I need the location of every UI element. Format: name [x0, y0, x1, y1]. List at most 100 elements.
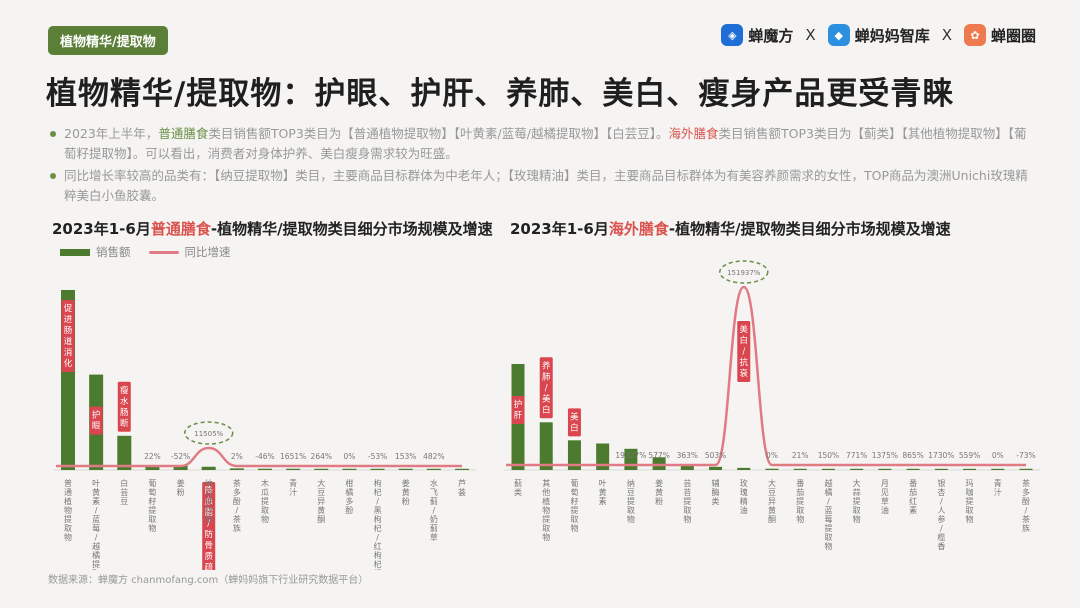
- category-tick-label: 玛咖提取物: [966, 479, 974, 524]
- bar: [539, 422, 553, 470]
- category-tick-label: 葡萄籽提取物: [570, 478, 578, 533]
- bar: [596, 443, 610, 470]
- annotation-label: 瘦水肠断: [120, 385, 129, 429]
- growth-data-label: 264%: [311, 452, 332, 461]
- category-tick-label: 水飞蓟/奶蓟草: [430, 478, 438, 542]
- bar: [652, 457, 666, 470]
- category-tick-label: 芸苔提取物: [683, 478, 691, 524]
- chart-common-diet: 22% -52% 11505% 2% -46% 1651% 264% 0% -53% 153% 48…: [54, 290, 476, 570]
- annotation-box: [61, 300, 75, 372]
- bullet-text: 同比增长率较高的品类有：【纳豆提取物】类目，主要商品目标群体为中老年人；【玫瑰精…: [64, 168, 1028, 203]
- growth-data-label: 151937%: [727, 269, 761, 277]
- annotation-box: [567, 408, 581, 437]
- growth-data-label: 153%: [395, 452, 416, 461]
- bar: [793, 468, 807, 470]
- cicada-cube-logo-icon: ◈: [721, 24, 744, 46]
- bar: [991, 468, 1005, 470]
- growth-data-label: 2%: [231, 452, 243, 461]
- summary-bullets: 2023年上半年，普通膳食类目销售额TOP3类目为【普通植物提取物】【叶黄素/蓝…: [48, 124, 1038, 208]
- category-tick-label: 大豆异黄酮: [768, 478, 776, 524]
- growth-data-label: 22%: [144, 452, 161, 461]
- bar: [117, 435, 132, 470]
- growth-data-label: 0%: [766, 451, 778, 460]
- bar: [934, 468, 948, 470]
- growth-data-label: 482%: [423, 452, 444, 461]
- category-tick-label: 其他植物提取物: [542, 479, 550, 542]
- growth-data-label: 11505%: [194, 430, 223, 438]
- growth-data-label: -73%: [1016, 451, 1035, 460]
- growth-data-label: 1730%: [928, 451, 954, 460]
- category-tick-label: 番茄提取物: [796, 478, 804, 524]
- category-tick-label: 姜黄粉: [655, 478, 663, 506]
- category-tick-label: 叶黄素/蓝莓/越橘提取物: [92, 479, 100, 570]
- annotation-label: 美白/抗衰: [740, 324, 749, 379]
- category-tick-label: 枸杞/黑枸杞/红枸杞提取物: [374, 478, 382, 570]
- chart-overseas-diet: 19327% 577% 363% 503% 151937% 0% 21% 150% 771% 13…: [504, 260, 1040, 551]
- legend-line-swatch: [148, 250, 179, 254]
- bar: [737, 467, 751, 470]
- growth-data-label: 363%: [677, 451, 698, 460]
- legend-bar-swatch: [60, 248, 90, 256]
- brand-name: 蝉圈圈: [990, 26, 1036, 45]
- bar: [370, 468, 385, 470]
- growth-series-line: [56, 446, 462, 468]
- growth-data-label: -46%: [255, 452, 274, 461]
- category-tick-label: 玫瑰精油: [740, 478, 748, 515]
- bar: [709, 466, 723, 470]
- peak-highlight-ellipse: [183, 421, 234, 445]
- annotation-box: [737, 321, 751, 382]
- growth-data-label: 0%: [343, 452, 355, 461]
- section-tag: 植物精华/提取物: [48, 26, 168, 55]
- growth-data-label: 1651%: [280, 452, 306, 461]
- cicada-circle-logo-icon: ✿: [963, 24, 986, 46]
- category-tick-label: 大豆异黄酮: [317, 478, 325, 524]
- growth-data-label: -53%: [368, 452, 387, 461]
- data-source-note: 数据来源：蝉魔方 chanmofang.com（蝉妈妈旗下行业研究数据平台）: [48, 575, 369, 586]
- chart-title-part: 2023年1-6月: [510, 220, 609, 238]
- bullet-2: 同比增长率较高的品类有：【纳豆提取物】类目，主要商品目标群体为中老年人；【玫瑰精…: [48, 166, 1038, 206]
- bullet-text: 类目销售额TOP3类目为【蓟类】【其他植物提取物】【葡萄籽提取物】。可以看出，消…: [64, 126, 1027, 161]
- annotation-label: 护眼: [92, 410, 101, 432]
- annotation-label: 美白: [570, 411, 579, 433]
- bar: [258, 468, 272, 470]
- growth-data-label: 19327%: [615, 451, 646, 460]
- growth-data-label: 0%: [992, 451, 1004, 460]
- growth-data-label: 559%: [959, 451, 980, 460]
- bar: [850, 468, 864, 470]
- bar: [878, 468, 892, 470]
- bullet-1: 2023年上半年，普通膳食类目销售额TOP3类目为【普通植物提取物】【叶黄素/蓝…: [48, 124, 1038, 164]
- highlight-common-diet: 普通膳食: [158, 126, 209, 141]
- category-tick-label: 姜黄粉: [402, 478, 410, 506]
- cicada-mom-logo-icon: ◆: [827, 24, 850, 46]
- annotation-label: 降血脂/防骨质疏松: [204, 485, 213, 570]
- bar: [906, 468, 920, 470]
- bar: [963, 468, 977, 470]
- growth-data-label: 150%: [818, 451, 839, 460]
- category-tick-label: 芦荟: [458, 478, 466, 497]
- category-tick-label: 柑橘多酚: [345, 478, 353, 515]
- growth-data-label: 21%: [792, 451, 809, 460]
- bar: [145, 466, 160, 470]
- bar: [455, 468, 469, 470]
- category-tick-label: 番茄红素: [909, 478, 917, 515]
- growth-data-label: 865%: [902, 451, 923, 460]
- legend-bar-label: 销售额: [96, 245, 131, 259]
- growth-data-label: 503%: [705, 451, 726, 460]
- bar: [426, 468, 441, 470]
- chart-title-part: -植物精华/提取物类目细分市场规模及增速: [668, 220, 951, 238]
- growth-series-line: [506, 285, 1026, 467]
- annotation-box: [539, 357, 553, 419]
- bullet-text: 类目销售额TOP3类目为【普通植物提取物】【叶黄素/蓝莓/越橘提取物】【白芸豆】…: [208, 126, 669, 141]
- bar: [1019, 468, 1033, 470]
- bar: [314, 468, 329, 470]
- annotation-box: [511, 396, 525, 424]
- brand-name: 蝉妈妈智库: [854, 26, 930, 45]
- bar: [286, 468, 301, 470]
- bar: [398, 468, 413, 470]
- category-tick-label: 姜粉: [177, 478, 185, 497]
- growth-data-label: 771%: [846, 451, 867, 460]
- category-tick-label: 纳豆提取物: [205, 478, 213, 524]
- bar: [567, 440, 581, 470]
- chart-title-common: 2023年1-6月普通膳食-植物精华/提取物类目细分市场规模及增速: [52, 218, 493, 239]
- legend-line-label: 同比增速: [184, 245, 231, 259]
